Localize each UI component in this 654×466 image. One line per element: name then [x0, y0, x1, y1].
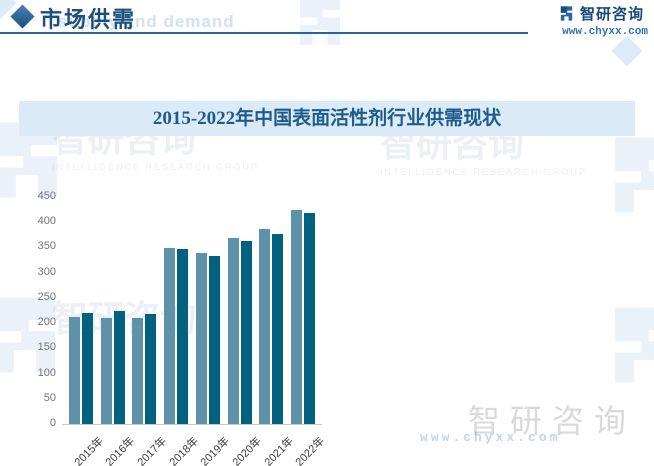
bar-group — [164, 197, 189, 424]
bar-group — [195, 197, 220, 424]
y-tick-label: 150 — [37, 341, 56, 354]
x-tick: 2021年 — [259, 428, 296, 466]
bar — [113, 311, 125, 424]
y-tick-label: 0 — [49, 417, 56, 429]
y-tick-label: 200 — [37, 316, 56, 329]
x-tick: 2015年 — [69, 428, 106, 466]
bar — [69, 316, 80, 424]
bar — [240, 241, 252, 424]
bar-group — [290, 197, 315, 424]
bar — [145, 314, 157, 424]
bar — [100, 317, 112, 424]
bar — [303, 212, 315, 424]
website-link[interactable]: www.chyxx.com — [562, 26, 648, 38]
y-axis: 450 400 350 300 250 200 150 100 50 0 — [18, 190, 58, 429]
x-tick-label: 2022年 — [293, 435, 328, 466]
y-tick-label: 450 — [37, 190, 56, 202]
bar-group — [227, 197, 252, 424]
diamond-icon — [10, 4, 35, 29]
bar — [290, 210, 302, 424]
bar — [132, 317, 144, 424]
header-subtitle-en: supply and demand — [58, 12, 235, 31]
brand-name: 智研咨询 — [579, 6, 644, 23]
chart-production-sales: 450 400 350 300 250 200 150 100 50 0 2015年 2016年 20… — [18, 179, 330, 466]
x-tick: 2022年 — [291, 428, 328, 466]
watermark-logo-icon — [615, 137, 654, 213]
watermark-brand-gray: 智研咨询 — [468, 403, 637, 439]
page-title: 市场供需 — [40, 7, 137, 32]
bar — [259, 228, 271, 424]
watermark-caption: INTELLIGENCE RESEARCH GROUP — [380, 167, 588, 177]
header-divider — [0, 32, 528, 34]
bar — [195, 253, 207, 424]
header: supply and demand 市场供需 智研咨询 www.chyxx.co… — [0, 0, 654, 44]
y-tick-label: 100 — [37, 366, 56, 379]
bar-group — [100, 197, 125, 424]
y-tick-label: 400 — [37, 215, 56, 228]
brand-block: 智研咨询 — [558, 3, 644, 24]
chart-title: 2015-2022年中国表面活性剂行业供需现状 — [19, 101, 635, 136]
watermark-logo-icon — [615, 307, 654, 383]
bar — [208, 255, 220, 424]
bar — [227, 238, 239, 424]
x-tick: 2016年 — [101, 428, 138, 466]
bar — [82, 313, 93, 424]
plot-area — [62, 197, 322, 425]
watermark-caption: INTELLIGENCE RESEARCH GROUP — [52, 162, 260, 172]
x-tick: 2019年 — [196, 428, 233, 466]
x-tick: 2020年 — [228, 428, 265, 466]
y-tick-label: 300 — [37, 265, 56, 278]
x-tick: 2018年 — [164, 428, 201, 466]
bar — [272, 233, 284, 424]
bar — [164, 248, 176, 424]
bar — [177, 249, 189, 424]
bar-group — [69, 197, 93, 424]
brand-logo-icon — [560, 6, 573, 21]
bar-group — [259, 197, 284, 424]
y-tick-label: 50 — [43, 391, 56, 404]
watermark-url: www.chyxx.com — [420, 430, 561, 445]
y-tick-label: 250 — [37, 290, 56, 303]
x-tick: 2017年 — [132, 428, 169, 466]
x-axis-labels: 2015年 2016年 2017年 2018年 2019年 2020年 2021年 2022年 — [62, 428, 328, 466]
bar-group — [132, 197, 157, 424]
y-tick-label: 350 — [37, 240, 56, 253]
